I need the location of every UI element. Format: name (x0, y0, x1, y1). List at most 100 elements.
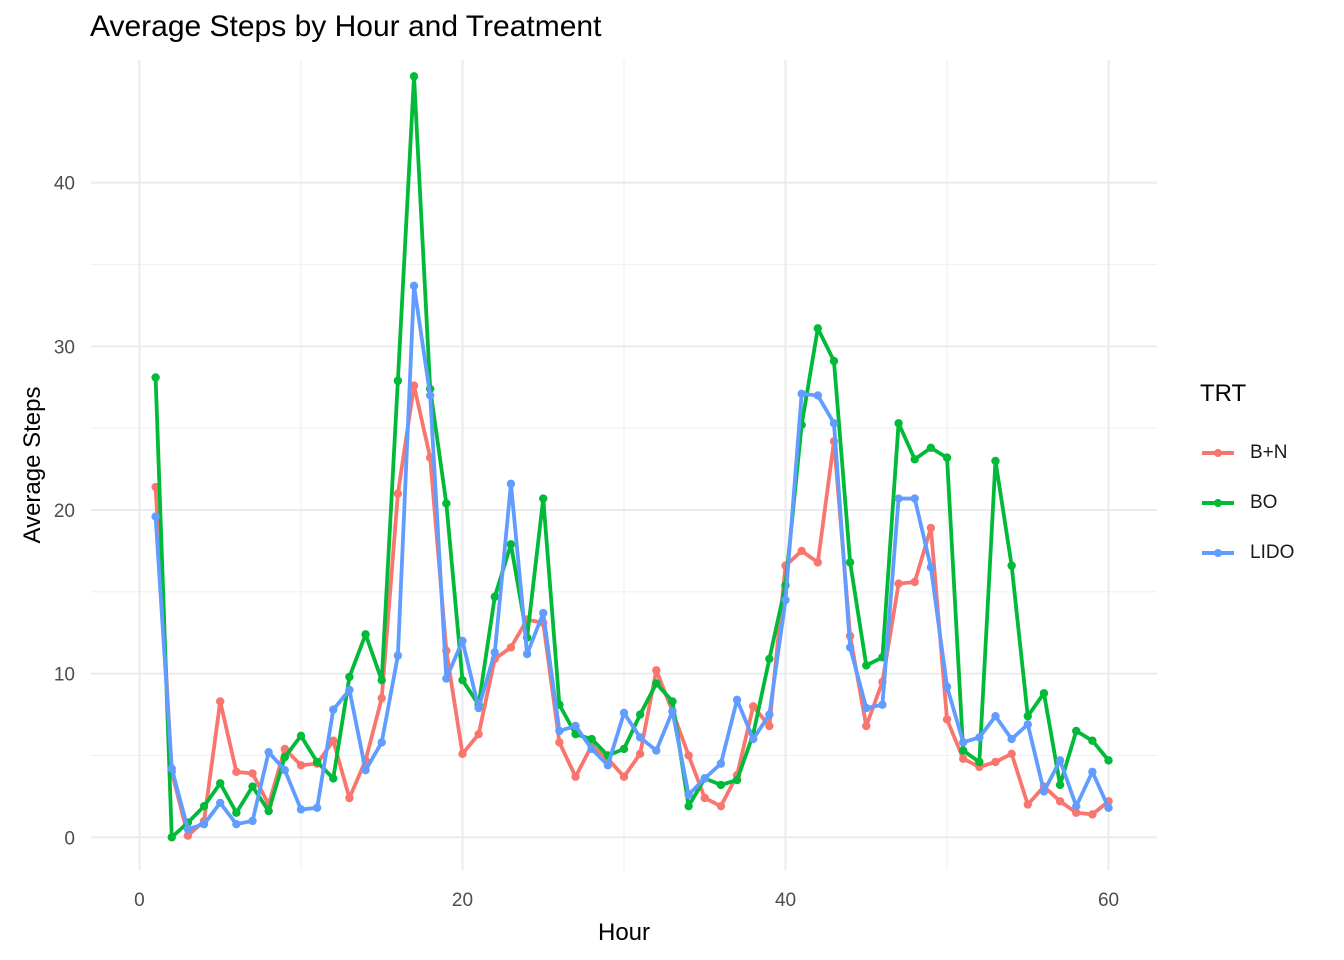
x-tick-label: 0 (134, 890, 145, 911)
data-point-bo (910, 455, 919, 464)
data-point-bo (942, 453, 952, 462)
data-point-lido (199, 819, 209, 829)
data-point-bo (716, 780, 726, 790)
data-point-b-n (910, 577, 919, 587)
data-point-lido (280, 765, 290, 775)
data-point-lido (264, 747, 273, 757)
data-point-lido (571, 721, 580, 731)
data-point-lido (781, 595, 790, 605)
data-point-b-n (571, 772, 580, 781)
data-point-b-n (248, 769, 257, 778)
data-point-b-n (555, 738, 564, 747)
data-point-lido (603, 761, 613, 770)
data-point-b-n (345, 793, 354, 803)
data-point-lido (167, 764, 176, 773)
data-point-b-n (862, 721, 871, 731)
series-lido (151, 281, 1113, 834)
data-point-b-n (1072, 808, 1081, 817)
data-point-bo (409, 72, 419, 81)
data-point-b-n (280, 744, 290, 754)
data-point-lido (361, 765, 370, 775)
legend: TRT B+N BO LIDO (1200, 380, 1294, 578)
data-point-lido (216, 798, 225, 808)
data-point-b-n (684, 751, 693, 760)
data-point-lido (797, 389, 806, 399)
data-point-lido (1104, 803, 1113, 813)
data-point-b-n (232, 767, 241, 777)
data-point-bo (587, 734, 596, 744)
axes: 0 20 40 60 0 10 20 30 40 Hour Average Steps (19, 174, 1119, 946)
data-point-b-n (377, 693, 386, 703)
data-point-lido (506, 479, 516, 489)
data-point-b-n (942, 715, 952, 724)
data-point-bo (345, 672, 354, 682)
data-point-b-n (926, 523, 936, 533)
data-point-b-n (1023, 800, 1032, 809)
data-point-bo (652, 679, 661, 688)
data-point-b-n (458, 749, 467, 759)
data-point-bo (684, 801, 693, 811)
data-point-b-n (1007, 749, 1016, 759)
data-point-lido (587, 744, 596, 754)
data-point-bo (151, 373, 160, 382)
data-point-bo (264, 806, 273, 816)
data-point-b-n (813, 558, 823, 567)
data-point-bo (490, 592, 499, 601)
legend-label: LIDO (1250, 542, 1295, 563)
data-point-lido (942, 682, 952, 691)
data-point-lido (652, 746, 661, 755)
legend-key (1200, 443, 1236, 463)
data-point-b-n (1088, 810, 1097, 819)
y-tick-label: 10 (54, 665, 75, 686)
data-point-lido (878, 700, 887, 709)
data-point-bo (199, 801, 209, 811)
data-point-bo (232, 808, 241, 817)
data-point-lido (894, 494, 903, 503)
data-point-bo (1072, 726, 1081, 736)
data-point-b-n (797, 546, 806, 556)
legend-item: B+N (1200, 428, 1294, 478)
data-point-bo (635, 710, 645, 719)
data-point-lido (474, 703, 483, 713)
data-point-bo (312, 757, 322, 767)
data-point-lido (490, 648, 499, 657)
data-point-bo (668, 697, 677, 706)
data-point-bo (1088, 736, 1097, 745)
data-point-b-n (635, 749, 645, 759)
data-point-lido (248, 816, 257, 826)
data-point-lido (749, 734, 758, 744)
y-tick-label: 40 (54, 174, 75, 195)
data-point-lido (442, 674, 451, 683)
data-point-bo (991, 456, 1000, 466)
y-axis-label: Average Steps (19, 387, 46, 544)
x-tick-label: 20 (452, 890, 473, 911)
data-point-lido (555, 726, 564, 736)
data-point-lido (668, 707, 677, 716)
data-point-lido (377, 738, 386, 747)
data-point-lido (522, 649, 532, 659)
data-point-lido (1072, 801, 1081, 811)
data-point-bo (1055, 780, 1065, 790)
data-point-b-n (1055, 797, 1065, 806)
data-point-lido (829, 419, 839, 428)
data-point-b-n (716, 801, 726, 811)
data-point-lido (862, 703, 871, 713)
data-point-bo (458, 675, 467, 685)
data-point-bo (442, 499, 451, 508)
legend-key (1200, 543, 1236, 563)
series-line-bo (153, 74, 1111, 840)
data-point-b-n (765, 721, 774, 731)
data-point-bo (216, 779, 225, 788)
data-point-lido (1055, 756, 1065, 765)
data-point-b-n (296, 761, 306, 770)
data-point-lido (635, 733, 645, 742)
data-point-lido (458, 636, 467, 646)
data-point-lido (845, 643, 855, 652)
data-point-b-n (749, 702, 758, 711)
data-point-lido (991, 711, 1000, 721)
data-point-lido (958, 738, 968, 747)
data-point-lido (409, 281, 419, 291)
data-point-b-n (409, 381, 419, 390)
data-point-b-n (474, 729, 483, 739)
